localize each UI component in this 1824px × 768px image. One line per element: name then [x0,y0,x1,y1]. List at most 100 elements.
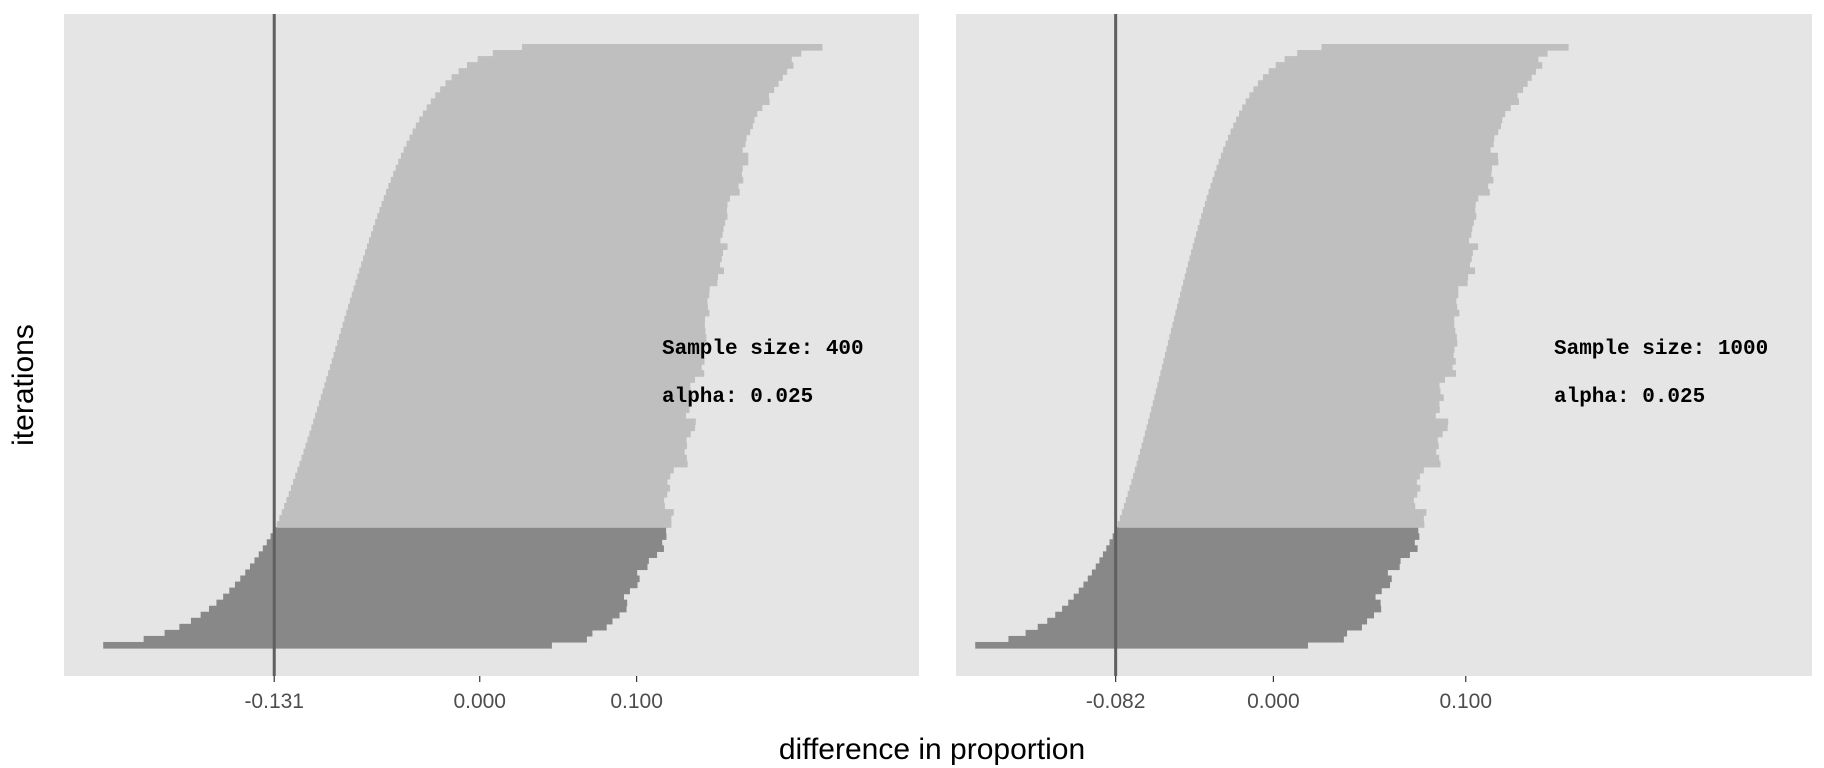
interval-bar [190,617,613,625]
interval-bar [365,249,723,256]
interval-bar [1078,587,1382,595]
interval-bar [329,364,702,371]
interval-bar [361,261,721,269]
interval-bar [240,575,640,583]
interval-bar [1197,225,1473,232]
interval-bar [1169,333,1457,341]
interval-bar [266,539,663,546]
interval-bar [368,237,721,244]
interval-bar [1214,170,1492,178]
panel-right-x-ticks: -0.082 0.000 0.100 [1086,676,1492,713]
interval-bar [445,80,779,87]
interval-bar [1192,243,1479,250]
interval-bar [426,104,763,112]
interval-bar [326,376,696,383]
interval-bar [229,587,630,595]
interval-bar [1184,273,1469,281]
panel-left-annotation-sample-size: Sample size: 400 [662,338,864,361]
panel-right-annotation-alpha: alpha: 0.025 [1554,386,1705,409]
interval-bar [1136,460,1441,468]
interval-bar [143,635,587,643]
interval-bar [270,533,667,540]
interval-bar [1218,158,1499,166]
interval-bar [1144,430,1443,438]
interval-bar [249,563,648,571]
interval-bar [1141,442,1439,450]
interval-bar [1160,370,1457,377]
interval-bar [375,219,726,226]
interval-bar [223,593,624,601]
interval-bar [286,497,665,504]
interval-bar [383,195,730,202]
interval-bar [1095,563,1400,571]
interval-bar [234,581,638,589]
interval-bar [320,394,694,401]
interval-bar [1155,388,1441,395]
interval-bar [1180,291,1459,299]
interval-bar [179,623,607,631]
interval-bar [1008,635,1344,643]
x-tick-label: 0.100 [610,690,663,713]
interval-bar [346,309,710,317]
interval-bar [288,490,668,498]
interval-bar [1055,611,1374,619]
interval-bar [1249,92,1518,99]
interval-bar [1208,188,1490,196]
interval-bar [363,255,722,263]
interval-bar [366,243,728,250]
interval-bar [1131,478,1417,486]
interval-bar [349,297,708,305]
interval-bar [1133,472,1420,480]
panel-left: Sample size: 400 alpha: 0.025 -0.131 0.00… [64,14,919,713]
interval-bar [301,454,687,462]
interval-bar [451,74,783,81]
interval-bar [1083,581,1391,589]
interval-bar [395,164,743,172]
interval-bar [1146,424,1448,432]
interval-bar [293,478,668,486]
interval-bar [1216,164,1492,172]
interval-bar [1037,623,1362,631]
interval-bar [281,509,674,516]
interval-bar [303,448,685,456]
interval-bar [328,370,705,377]
interval-bar [1181,285,1459,293]
interval-bar [295,472,671,480]
interval-bar [290,484,671,492]
interval-bar [1230,128,1499,136]
panel-left-interval-bars [103,44,823,649]
interval-bar [245,569,638,577]
interval-bar [403,146,743,154]
interval-bar [440,86,775,93]
interval-bar [1206,195,1479,202]
interval-bar [1127,490,1418,498]
interval-bar [1117,521,1425,528]
interval-bar [1047,617,1368,625]
interval-bar [1223,146,1491,154]
interval-bar [351,291,710,299]
interval-bar [409,134,747,142]
interval-bar [415,122,753,130]
interval-bar [216,599,628,607]
interval-bar [1189,255,1472,263]
interval-bar [340,327,706,335]
interval-bar [317,406,690,414]
interval-bar [1091,569,1388,577]
interval-bar [322,388,691,395]
interval-bar [1284,56,1539,63]
interval-bar [1253,86,1524,93]
interval-bar [1268,68,1536,75]
interval-bar [1119,515,1424,522]
interval-bar [1025,629,1348,637]
x-tick-label: -0.082 [1086,690,1146,713]
interval-bar [313,418,696,426]
interval-bar [1201,213,1477,220]
interval-bar [1178,297,1457,305]
interval-bar [388,182,739,190]
interval-bar [1148,418,1449,426]
interval-bar [1187,261,1470,269]
interval-bar [355,279,718,287]
panel-right-interval-bars [975,44,1569,649]
interval-bar [377,213,728,220]
